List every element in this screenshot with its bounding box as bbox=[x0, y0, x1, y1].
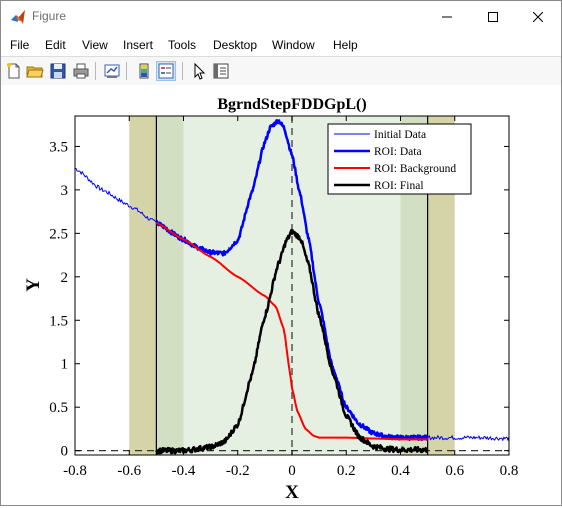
series-line-roi-final bbox=[155, 228, 429, 455]
legend-entry-label: ROI: Background bbox=[374, 163, 456, 175]
save-icon bbox=[50, 63, 66, 79]
roi-region bbox=[129, 116, 157, 455]
y-tick-label: 0.5 bbox=[49, 400, 68, 416]
link-plot-icon bbox=[104, 64, 120, 78]
x-tick-label: -0.8 bbox=[63, 463, 87, 479]
y-axis-label: Y bbox=[23, 278, 44, 292]
y-tick-label: 1 bbox=[61, 357, 69, 373]
y-tick-label: 1.5 bbox=[49, 313, 68, 329]
x-axis-label: X bbox=[285, 482, 299, 503]
legend-entry-label: ROI: Final bbox=[374, 180, 424, 192]
new-figure-button[interactable] bbox=[4, 61, 24, 81]
toolbar-separator bbox=[182, 62, 183, 80]
series-line-roi-background bbox=[155, 222, 428, 441]
x-tick-label: -0.2 bbox=[226, 463, 250, 479]
x-tick-label: -0.4 bbox=[172, 463, 196, 479]
close-button[interactable] bbox=[515, 1, 561, 32]
save-button[interactable] bbox=[48, 61, 68, 81]
menu-view[interactable]: View bbox=[82, 38, 108, 52]
link-plot-button[interactable] bbox=[102, 61, 122, 81]
plot-axes[interactable]: -0.8 -0.6 -0.4 -0.2 0 0.2 0.4 0.6 0.8 0 0.5 1 1.5 2 2.… bbox=[1, 85, 561, 505]
x-tick-label: 0 bbox=[288, 463, 296, 479]
x-tick-label: 0.2 bbox=[337, 463, 356, 479]
x-tick-label: 0.4 bbox=[391, 463, 410, 479]
toolbar-separator bbox=[126, 62, 127, 80]
minimize-icon bbox=[442, 16, 452, 17]
y-tick-label: 3 bbox=[61, 183, 69, 199]
property-inspector-icon bbox=[213, 63, 229, 79]
edit-plot-button[interactable] bbox=[189, 61, 209, 81]
x-tick-label: 0.6 bbox=[445, 463, 464, 479]
property-inspector-button[interactable] bbox=[211, 61, 231, 81]
legend-entry-label: Initial Data bbox=[374, 129, 426, 141]
menu-window[interactable]: Window bbox=[272, 38, 315, 52]
title-bar[interactable]: Figure bbox=[1, 1, 561, 32]
y-tick-label: 0 bbox=[61, 444, 69, 460]
x-tick-label: -0.6 bbox=[117, 463, 141, 479]
colorbar-icon bbox=[139, 63, 149, 79]
toolbar-separator bbox=[95, 62, 96, 80]
y-tick-label: 2.5 bbox=[49, 226, 68, 242]
minimize-button[interactable] bbox=[424, 1, 470, 32]
open-file-button[interactable] bbox=[25, 61, 45, 81]
colorbar-button[interactable] bbox=[134, 61, 154, 81]
new-figure-icon bbox=[7, 63, 20, 79]
legend-entry-label: ROI: Data bbox=[374, 146, 422, 158]
menu-edit[interactable]: Edit bbox=[45, 38, 66, 52]
menu-help[interactable]: Help bbox=[333, 38, 358, 52]
matlab-icon bbox=[11, 10, 25, 24]
x-tick-label: 0.8 bbox=[500, 463, 519, 479]
print-icon bbox=[73, 63, 89, 79]
legend-box bbox=[327, 123, 472, 195]
menu-desktop[interactable]: Desktop bbox=[213, 38, 258, 52]
maximize-button[interactable] bbox=[470, 1, 516, 32]
legend-icon bbox=[158, 63, 174, 79]
open-file-icon bbox=[26, 66, 44, 78]
window-title: Figure bbox=[32, 9, 67, 23]
legend-button[interactable] bbox=[156, 61, 176, 81]
pointer-icon bbox=[194, 62, 206, 80]
maximize-icon bbox=[488, 11, 498, 22]
menu-bar: File Edit View Insert Tools Desktop Wind… bbox=[1, 32, 561, 80]
roi-region bbox=[156, 116, 184, 455]
figure-canvas[interactable]: -0.8 -0.6 -0.4 -0.2 0 0.2 0.4 0.6 0.8 0 0.5 1 1.5 2 2.… bbox=[1, 85, 561, 505]
menu-insert[interactable]: Insert bbox=[123, 38, 154, 52]
menu-file[interactable]: File bbox=[10, 38, 30, 52]
legend[interactable]: Initial Data ROI: Data ROI: Background ROI:… bbox=[327, 123, 472, 195]
y-tick-label: 2 bbox=[61, 270, 69, 286]
chart-title: BgrndStepFDDGpL() bbox=[217, 96, 366, 113]
menu-tools[interactable]: Tools bbox=[168, 38, 197, 52]
figure-toolbar bbox=[1, 56, 561, 86]
close-icon bbox=[533, 11, 543, 22]
print-button[interactable] bbox=[71, 61, 91, 81]
y-tick-label: 3.5 bbox=[49, 139, 68, 155]
